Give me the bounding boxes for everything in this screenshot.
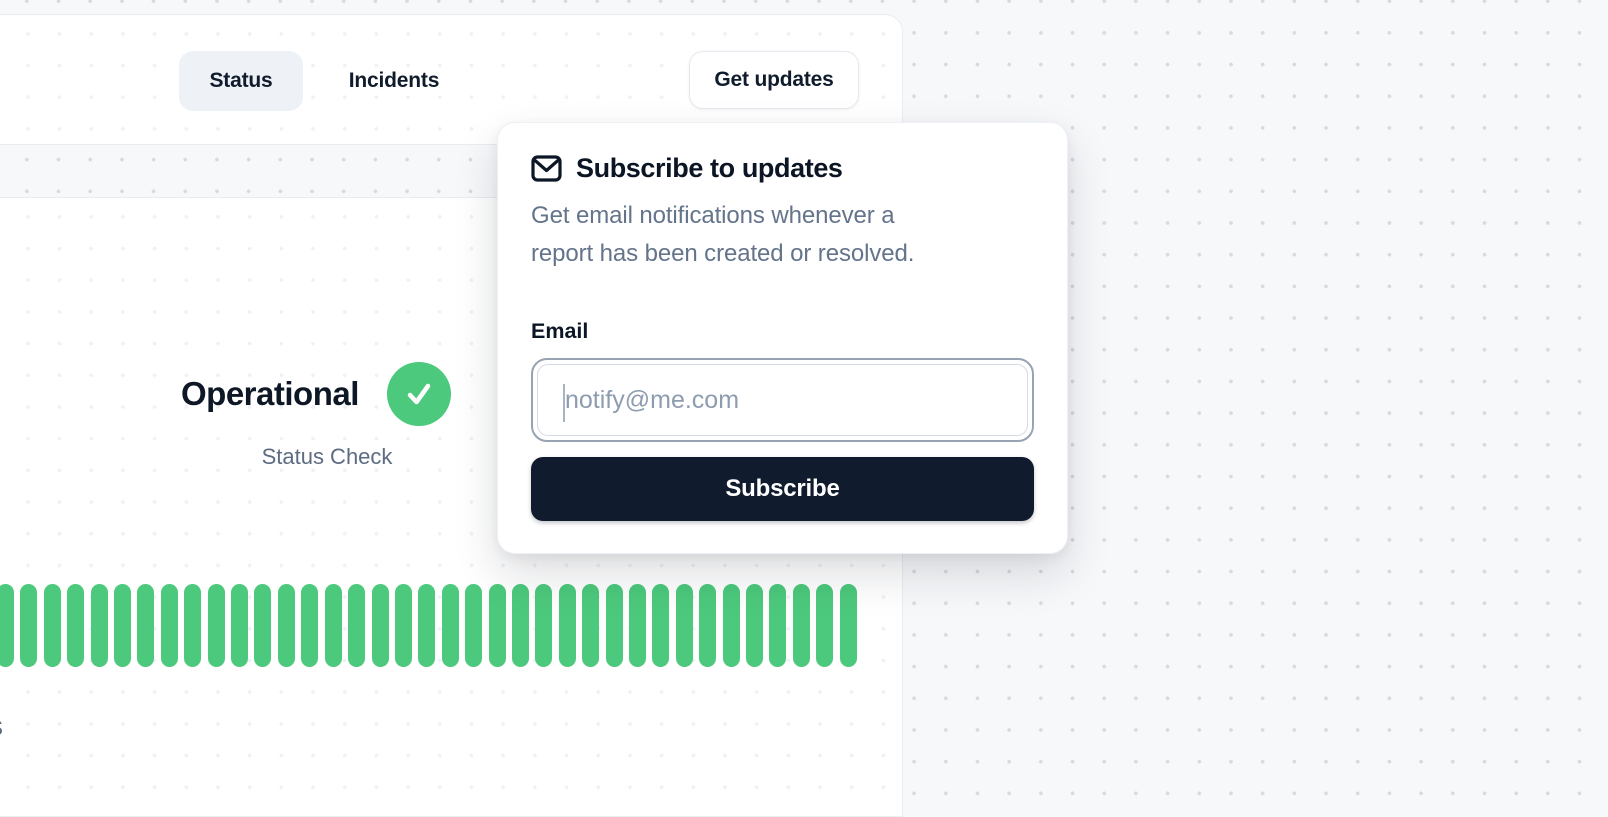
status-subtitle: Status Check xyxy=(261,444,393,469)
status-title: Operational xyxy=(181,375,359,412)
popover-description-line: report has been created or resolved. xyxy=(531,240,915,267)
uptime-bar xyxy=(839,584,857,667)
uptime-bar xyxy=(394,584,412,667)
uptime-bar xyxy=(231,584,249,667)
uptime-bar xyxy=(628,584,646,667)
uptime-bar xyxy=(301,584,319,667)
uptime-bar xyxy=(137,584,155,667)
uptime-bar xyxy=(582,584,600,667)
uptime-bar xyxy=(816,584,834,667)
uptime-bar xyxy=(254,584,272,667)
uptime-bar xyxy=(90,584,108,667)
clipped-text-fragment: s xyxy=(0,710,3,742)
popover-header: Subscribe to updates xyxy=(531,151,1034,185)
mail-icon xyxy=(531,154,562,182)
email-input[interactable] xyxy=(537,364,1028,436)
uptime-bar xyxy=(418,584,436,667)
uptime-bar xyxy=(652,584,670,667)
uptime-bar xyxy=(20,584,38,667)
uptime-bar xyxy=(792,584,810,667)
uptime-bar xyxy=(160,584,178,667)
uptime-bar xyxy=(769,584,787,667)
uptime-bar xyxy=(184,584,202,667)
uptime-bar xyxy=(67,584,85,667)
uptime-bar xyxy=(722,584,740,667)
uptime-bar xyxy=(324,584,342,667)
uptime-bar xyxy=(699,584,717,667)
tab-incidents[interactable]: Incidents xyxy=(336,51,452,111)
uptime-bar xyxy=(465,584,483,667)
uptime-bar xyxy=(488,584,506,667)
uptime-bar xyxy=(675,584,693,667)
uptime-bar xyxy=(371,584,389,667)
subscribe-button[interactable]: Subscribe xyxy=(531,457,1034,521)
uptime-bar xyxy=(207,584,225,667)
uptime-bar xyxy=(43,584,61,667)
uptime-bar xyxy=(348,584,366,667)
status-ok-badge xyxy=(386,362,451,426)
uptime-bar xyxy=(605,584,623,667)
popover-title: Subscribe to updates xyxy=(576,152,843,183)
popover-description-line: Get email notifications whenever a xyxy=(531,202,895,229)
subscribe-popover: Subscribe to updates Get email notificat… xyxy=(497,122,1068,554)
uptime-bar xyxy=(511,584,529,667)
get-updates-button[interactable]: Get updates xyxy=(689,51,859,109)
text-caret xyxy=(563,384,565,422)
uptime-bar-chart xyxy=(0,584,857,667)
uptime-bar xyxy=(746,584,763,667)
check-icon xyxy=(407,383,431,405)
email-input-focus-ring xyxy=(531,358,1034,442)
header-card: Status Incidents Get updates xyxy=(0,14,903,145)
tab-status-label: Status xyxy=(209,69,273,92)
status-summary: Operational xyxy=(181,362,451,426)
popover-description: Get email notifications whenever a repor… xyxy=(531,197,1034,273)
email-field-label: Email xyxy=(531,319,589,343)
tab-status[interactable]: Status xyxy=(179,51,303,111)
uptime-bar xyxy=(558,584,576,667)
uptime-bar xyxy=(114,584,132,667)
tab-incidents-label: Incidents xyxy=(348,69,440,92)
uptime-bar xyxy=(277,584,295,667)
uptime-bar xyxy=(0,584,14,667)
uptime-bar xyxy=(441,584,459,667)
get-updates-label: Get updates xyxy=(714,68,834,91)
uptime-bar xyxy=(535,584,553,667)
